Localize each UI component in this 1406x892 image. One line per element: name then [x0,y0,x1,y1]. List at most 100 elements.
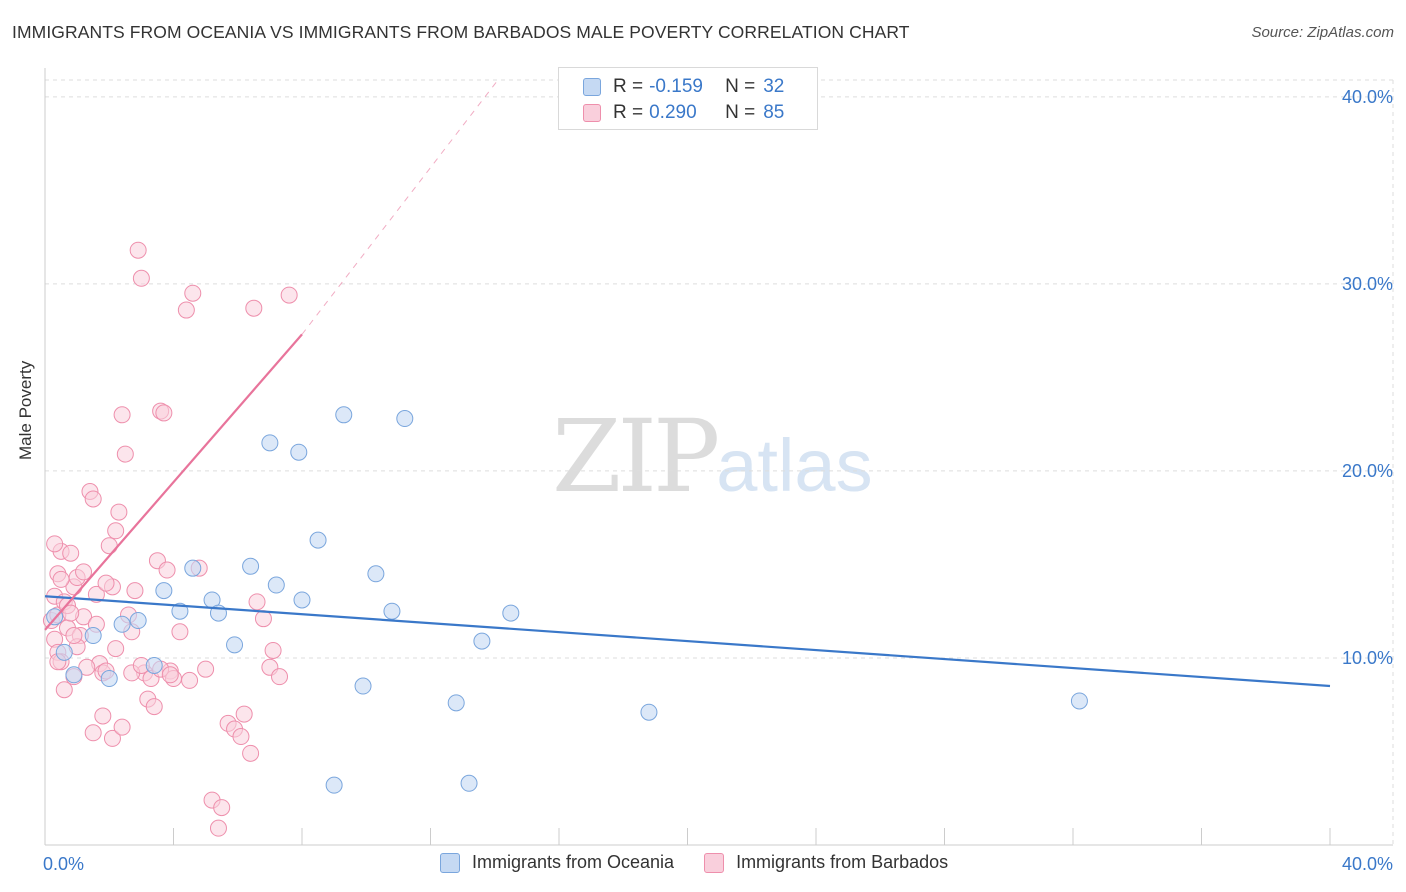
source-credit: Source: ZipAtlas.com [1251,24,1394,41]
oceania-point [383,602,401,620]
oceania-point [502,604,520,622]
barbados-swatch [583,104,601,122]
oceania-trend-line [44,595,1331,688]
oceania-point [65,666,83,684]
barbados-trend-extension [301,79,499,335]
barbados-point [84,724,102,742]
barbados-point [46,535,64,553]
barbados-point [155,404,173,422]
legend-r-value: 0.290 [649,102,697,123]
barbados-point [62,544,80,562]
oceania-point [640,703,658,721]
chart-title: IMMIGRANTS FROM OCEANIA VS IMMIGRANTS FR… [12,22,910,42]
barbados-point [75,563,93,581]
barbados-point [177,301,195,319]
barbados-point [65,627,83,645]
oceania-point [242,557,260,575]
barbados-point [184,284,202,302]
oceania-point [460,774,478,792]
legend-n-value: 85 [763,102,785,123]
oceania-point [226,636,244,654]
barbados-point [213,799,231,817]
barbados-point [197,660,215,678]
oceania-points [46,406,1088,794]
oceania-point [367,565,385,583]
y-tick-label: 20.0% [1342,461,1393,481]
oceania-point [184,559,202,577]
trend-lines [44,79,1331,688]
oceania-point [145,656,163,674]
barbados-point [100,537,118,555]
barbados-points [42,241,298,837]
barbados-point [110,503,128,521]
tick-labels: 10.0% 20.0% 30.0% 40.0% 0.0% 40.0% [43,87,1393,874]
oceania-point [447,694,465,712]
barbados-point [52,570,70,588]
barbados-trend-line [44,333,303,631]
barbados-point [62,604,80,622]
oceania-swatch [583,78,601,96]
barbados-point [132,269,150,287]
barbados-point [129,241,147,259]
barbados-point [248,593,266,611]
barbados-point [103,729,121,747]
barbados-point [280,286,298,304]
barbados-point [107,640,125,658]
y-axis-label: Male Poverty [16,360,35,460]
barbados-point [264,641,282,659]
barbados-point [242,744,260,762]
oceania-point [267,576,285,594]
series-legend: Immigrants from Oceania Immigrants from … [440,852,978,873]
barbados-point [145,698,163,716]
oceania-point [113,615,131,633]
legend-row-oceania: R = -0.159 N = 32 [583,74,784,100]
oceania-point [171,602,189,620]
oceania-point [293,591,311,609]
legend-r-label: R = [613,102,644,123]
barbados-point [209,819,227,837]
legend-r-value: -0.159 [649,76,703,97]
oceania-point [100,670,118,688]
oceania-point [261,434,279,452]
barbados-point [254,610,272,628]
y-tick-label: 40.0% [1342,87,1393,107]
y-tick-label: 10.0% [1342,648,1393,668]
barbados-point [271,668,289,686]
oceania-point [396,410,414,428]
barbados-point [107,522,125,540]
barbados-point [161,666,179,684]
barbados-point [126,582,144,600]
oceania-point [129,612,147,630]
oceania-legend-swatch [440,852,460,873]
oceania-point [354,677,372,695]
x-tick-label-max: 40.0% [1342,854,1393,874]
barbados-point [158,561,176,579]
legend-item-oceania[interactable]: Immigrants from Oceania [440,852,674,873]
oceania-point [325,776,343,794]
barbados-legend-swatch [704,852,725,873]
barbados-point [171,623,189,641]
y-tick-label: 30.0% [1342,274,1393,294]
barbados-point [116,445,134,463]
barbados-point [235,705,253,723]
barbados-point [181,671,199,689]
barbados-point [97,574,115,592]
barbados-point [94,707,112,725]
oceania-point [335,406,353,424]
barbados-point [113,718,131,736]
barbados-legend-label: Immigrants from Barbados [736,852,949,872]
legend-n-label: N = [725,102,756,123]
oceania-point [155,582,173,600]
x-tick-label-min: 0.0% [43,854,84,874]
gridlines [45,79,1394,845]
barbados-point [78,658,96,676]
legend-row-barbados: R = 0.290 N = 85 [583,100,784,126]
oceania-point [84,627,102,645]
oceania-point [290,443,308,461]
legend-item-barbados[interactable]: Immigrants from Barbados [704,852,948,873]
barbados-point [245,299,263,317]
oceania-point [473,632,491,650]
barbados-point [87,585,105,603]
barbados-point [84,490,102,508]
